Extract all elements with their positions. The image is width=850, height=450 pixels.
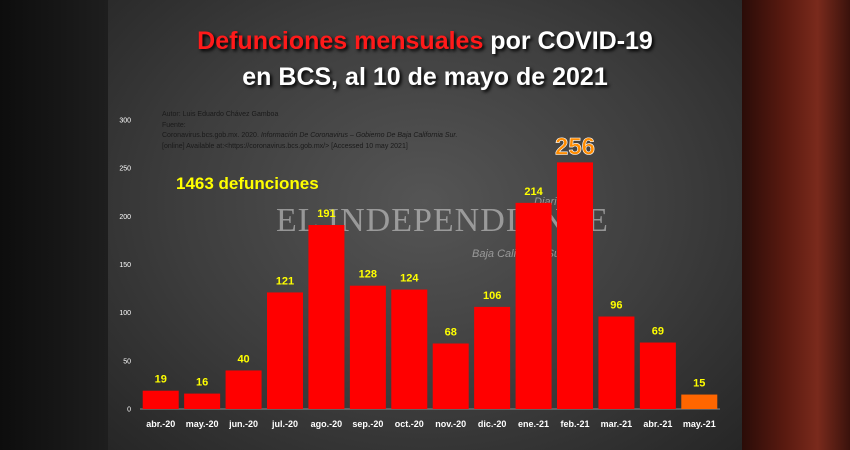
source-note: Autor: Luis Eduardo Chávez Gamboa Fuente… bbox=[162, 110, 582, 152]
data-label: 19 bbox=[155, 374, 167, 386]
x-tick-label: may.-20 bbox=[186, 419, 219, 429]
data-label: 69 bbox=[652, 326, 664, 338]
source-citation-title: Información De Coronavirus – Gobierno De… bbox=[260, 132, 458, 139]
x-tick-label: abr.-20 bbox=[146, 419, 175, 429]
bar bbox=[349, 285, 386, 409]
data-label: 214 bbox=[524, 186, 543, 198]
chart-title-rest: por COVID-19 bbox=[483, 27, 653, 55]
x-tick-label: may.-21 bbox=[683, 419, 716, 429]
bar bbox=[142, 390, 179, 409]
data-label: 16 bbox=[196, 377, 208, 389]
source-label: Fuente: bbox=[162, 121, 186, 129]
chart-title-highlight: Defunciones mensuales bbox=[197, 27, 484, 55]
data-label: 128 bbox=[359, 269, 377, 281]
bar bbox=[474, 306, 511, 409]
x-tick-label: dic.-20 bbox=[478, 419, 507, 429]
bar bbox=[681, 394, 718, 409]
data-label: 68 bbox=[445, 326, 457, 338]
y-tick-label: 50 bbox=[123, 358, 131, 365]
data-label: 96 bbox=[610, 300, 622, 312]
data-label: 106 bbox=[483, 290, 501, 302]
y-tick-label: 300 bbox=[119, 118, 131, 125]
bar bbox=[225, 370, 262, 409]
chart-title-line-2: en BCS, al 10 de mayo de 2021 bbox=[242, 63, 608, 91]
total-deaths-label: 1463 defunciones bbox=[176, 174, 319, 193]
x-tick-label: feb.-21 bbox=[560, 419, 589, 429]
data-label: 15 bbox=[693, 378, 705, 390]
data-label: 40 bbox=[237, 353, 249, 365]
source-citation-prefix: Coronavirus.bcs.gob.mx. 2020. bbox=[162, 132, 261, 139]
bar bbox=[598, 316, 635, 409]
x-tick-label: abr.-21 bbox=[643, 419, 672, 429]
bar bbox=[267, 292, 303, 409]
y-tick-label: 150 bbox=[119, 262, 131, 269]
x-tick-label: jun.-20 bbox=[228, 419, 258, 429]
bar bbox=[308, 225, 345, 409]
right-side-panel bbox=[742, 0, 850, 450]
bar bbox=[557, 162, 593, 409]
x-tick-label: oct.-20 bbox=[395, 419, 424, 429]
x-tick-label: ago.-20 bbox=[311, 419, 343, 429]
bar bbox=[515, 202, 552, 409]
x-tick-label: nov.-20 bbox=[435, 419, 466, 429]
data-label: 124 bbox=[400, 273, 419, 285]
x-tick-label: sep.-20 bbox=[352, 419, 383, 429]
data-label: 256 bbox=[555, 133, 595, 160]
left-side-panel bbox=[0, 0, 108, 450]
bar bbox=[432, 343, 469, 409]
source-citation: Coronavirus.bcs.gob.mx. 2020. Informació… bbox=[162, 131, 582, 142]
x-tick-label: jul.-20 bbox=[271, 419, 298, 429]
bar bbox=[639, 342, 676, 409]
bar bbox=[391, 289, 428, 409]
source-citation-url: [online] Available at:<https://coronavir… bbox=[162, 142, 408, 150]
y-tick-label: 100 bbox=[119, 310, 131, 317]
data-label: 191 bbox=[317, 208, 335, 220]
y-tick-label: 0 bbox=[127, 407, 131, 414]
x-tick-label: ene.-21 bbox=[518, 419, 549, 429]
y-tick-label: 200 bbox=[119, 214, 131, 221]
bar bbox=[184, 393, 221, 409]
source-author: Autor: Luis Eduardo Chávez Gamboa bbox=[162, 111, 279, 118]
y-tick-label: 250 bbox=[119, 166, 131, 173]
chart-title-line-1: Defunciones mensuales por COVID-19 bbox=[108, 24, 742, 58]
x-tick-label: mar.-21 bbox=[601, 419, 633, 429]
data-label: 121 bbox=[276, 275, 294, 287]
